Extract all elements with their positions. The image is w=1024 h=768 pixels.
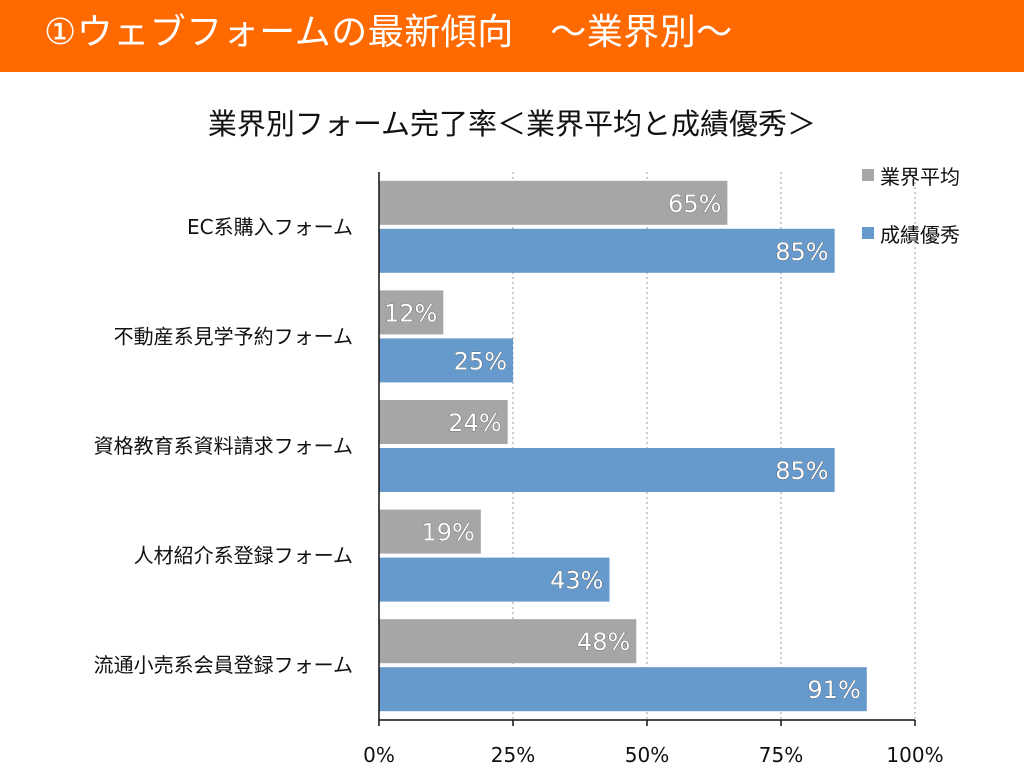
bar xyxy=(379,228,835,273)
category-label: EC系購入フォーム xyxy=(187,215,353,239)
category-label: 資格教育系資料請求フォーム xyxy=(94,434,353,458)
bar xyxy=(379,180,728,225)
data-label: 12% xyxy=(384,299,437,327)
bar xyxy=(379,509,481,554)
category-label: 人材紹介系登録フォーム xyxy=(134,544,353,568)
bar xyxy=(379,448,835,492)
data-label: 48% xyxy=(577,628,630,656)
bar xyxy=(379,667,867,712)
bar xyxy=(379,400,508,444)
x-tick-label: 0% xyxy=(363,743,395,767)
bar xyxy=(379,557,610,602)
bar xyxy=(379,619,637,664)
data-label: 24% xyxy=(448,409,501,437)
data-label: 65% xyxy=(668,190,721,218)
x-tick-label: 25% xyxy=(491,743,535,767)
legend-label-top: 成績優秀 xyxy=(880,222,960,247)
legend-item-top: 成績優秀 xyxy=(862,218,960,248)
legend-swatch-average xyxy=(862,169,874,181)
data-label: 91% xyxy=(807,676,860,704)
data-label: 25% xyxy=(454,347,507,375)
legend-item-average: 業界平均 xyxy=(862,160,960,190)
chart-title: 業界別フォーム完了率＜業界平均と成績優秀＞ xyxy=(207,107,817,141)
legend-label-average: 業界平均 xyxy=(880,164,960,189)
header-bar: ①ウェブフォームの最新傾向 ～業界別～ xyxy=(0,0,1024,72)
category-label: 流通小売系会員登録フォーム xyxy=(94,653,353,677)
data-label: 85% xyxy=(775,457,828,485)
slide-title: ①ウェブフォームの最新傾向 ～業界別～ xyxy=(44,12,733,53)
bar xyxy=(379,338,513,383)
data-label: 85% xyxy=(775,238,828,266)
x-tick-label: 50% xyxy=(625,743,669,767)
chart-legend: 業界平均 成績優秀 xyxy=(862,160,960,276)
data-label: 43% xyxy=(550,567,603,595)
x-tick-label: 100% xyxy=(886,743,943,767)
bar xyxy=(379,290,444,335)
legend-swatch-top xyxy=(862,227,874,239)
category-label: 不動産系見学予約フォーム xyxy=(114,324,353,348)
x-tick-label: 75% xyxy=(759,743,803,767)
data-label: 19% xyxy=(421,519,474,547)
